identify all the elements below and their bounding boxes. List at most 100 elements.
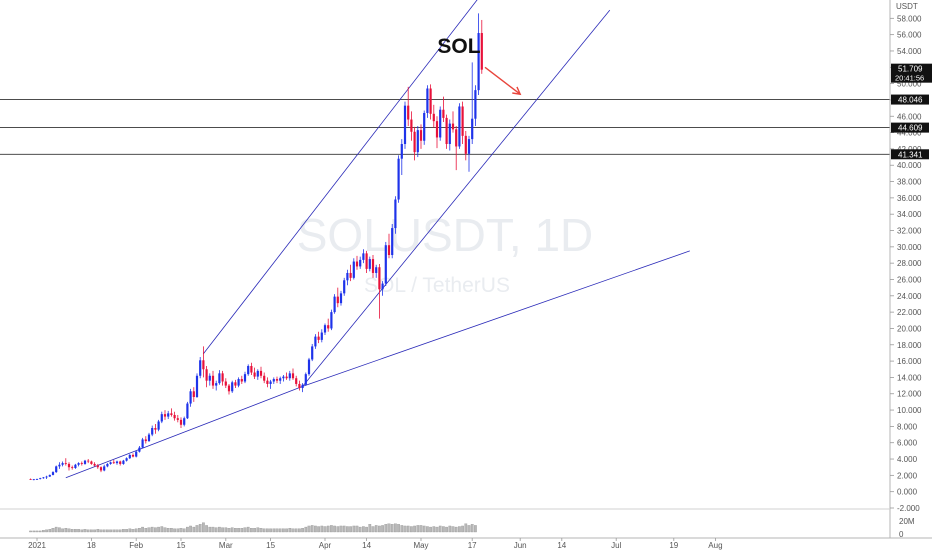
volume-bar [77,529,80,533]
volume-bar [74,529,77,533]
candle-body [288,373,291,379]
candle-body [362,253,365,260]
volume-bar [458,526,461,533]
candle-body [157,421,160,430]
horizontal-levels [0,99,890,155]
candle-body [167,413,170,417]
volume-bar [150,526,154,533]
candle-body [359,259,362,267]
price-tick-label: 56.000 [897,31,922,40]
candle-body [51,472,55,475]
volume-bar [419,525,423,533]
currency-unit-label: USDT [896,2,918,11]
candle-body [77,463,80,465]
candle-body [330,312,333,329]
candle-body [224,381,227,386]
volume-bar [339,525,343,533]
candle-body [381,283,384,290]
price-tick-label: -2.000 [897,504,920,513]
time-axis-ticks: 2021 18 Feb 15 Mar 15 Apr 14 May 17 Jun 14 Jul 19 Aug [28,538,723,550]
candle-body [250,365,253,373]
candle-body [125,458,128,461]
volume-bar [435,526,439,533]
time-tick-label: 15 [177,541,186,550]
price-tick-label: 20.000 [897,324,922,333]
volume-bar [64,528,68,533]
candle-body [42,477,45,479]
candle-body [371,259,375,273]
candle-body [375,267,378,273]
volume-bar [29,530,32,533]
time-tick-label: Feb [129,541,143,550]
candle-body [183,418,186,425]
volume-bar [67,528,71,533]
candle-body [435,121,439,138]
candle-body [307,359,311,375]
volume-bar [333,525,336,533]
candle-body [83,460,87,464]
candle-body [272,379,275,382]
price-tick-label: 38.000 [897,178,922,187]
candle-body [298,383,301,389]
price-tick-label: 28.000 [897,259,922,268]
volume-bar [320,525,324,533]
candle-body [58,464,61,467]
candle-body [474,90,477,119]
time-tick-label: Apr [319,541,332,550]
volume-bar [195,525,199,533]
time-tick-label: 17 [468,541,477,550]
volume-bar [237,528,240,533]
candle-body [471,118,474,140]
volume-bar [176,528,180,533]
candle-body [410,119,413,132]
volume-scale-label: 20M [899,517,915,526]
price-tick-label: 24.000 [897,292,922,301]
volume-bar [208,526,212,533]
volume-bar [310,525,314,533]
price-tick-label: 0.000 [897,488,918,497]
candle-body [144,439,147,442]
volume-zero-label: 0 [899,530,904,539]
candle-body [269,381,272,384]
volume-bar [214,527,218,533]
volume-bar [147,527,151,533]
volume-bar [378,525,381,533]
candle-body [439,109,442,138]
candle-body [243,374,247,382]
candle-body [448,123,451,145]
candle-body [467,139,471,154]
level-price-label: 48.046 [898,96,923,105]
candle-body [253,372,256,377]
time-tick-label: Jul [611,541,621,550]
candle-body [384,245,387,284]
volume-bar [298,528,301,533]
volume-bar [32,530,36,533]
candle-body [29,479,32,480]
candle-body [400,144,403,159]
price-tick-label: 50.000 [897,80,922,89]
last-price-label: 51.709 [898,65,923,74]
volume-bar [83,529,87,533]
volume-bar [438,525,442,533]
volume-bar [179,528,183,533]
volume-bar [275,528,279,533]
volume-bar [218,526,221,533]
candle-body [355,261,359,267]
volume-bar [80,529,84,533]
volume-bar [138,528,141,533]
volume-bar [474,525,477,533]
candle-body [346,272,349,281]
candle-body [237,379,240,386]
volume-bar [166,528,170,533]
level-price-badge [891,149,929,160]
volume-bar [374,525,378,533]
volume-bar [256,527,260,533]
candle-body [365,253,368,269]
candle-body [259,370,263,376]
volume-bar [170,528,173,533]
candle-body [247,365,250,375]
volume-bar [445,526,448,533]
candle-body [151,428,154,435]
price-tick-label: 40.000 [897,161,922,170]
